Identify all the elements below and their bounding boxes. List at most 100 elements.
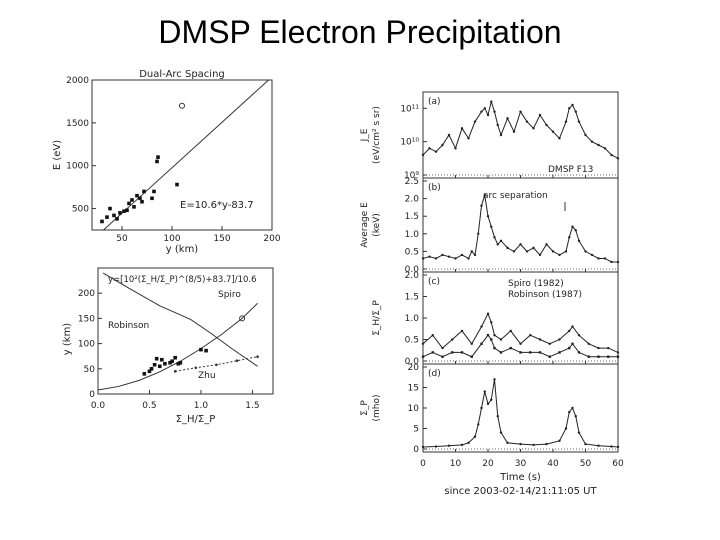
series-point [551,250,555,253]
series-point [568,410,571,414]
series-point [483,390,486,393]
series-point [587,342,590,345]
series-point [551,130,555,133]
series-point [532,443,535,447]
series-point [616,351,620,354]
series-point [467,257,470,260]
y-tick-label: 1.0 [405,230,420,240]
y-tick-label: 2.5 [405,177,419,187]
zhu-point [235,359,239,363]
y-tick-label: 1000 [66,162,89,172]
spacing-ylabel: y (km) [62,323,73,356]
series-point [545,123,548,127]
series-point [499,133,503,137]
series-point [473,253,477,257]
series-point [483,193,486,197]
x-tick-label: 60 [612,459,624,469]
series-point [607,346,610,350]
series-point [493,334,496,337]
series-point [470,250,473,253]
series-point [490,225,493,228]
x-tick-label: 200 [263,234,280,244]
open-point [179,102,185,109]
series-point [590,140,594,143]
time-xlabel: Time (s) [499,472,541,483]
y-tick-label: 1.5 [405,212,419,222]
y-tick-label: 0.0 [405,265,420,275]
data-point [138,196,142,201]
y-tick-label: 2.0 [405,195,420,205]
series-point [434,445,438,448]
series-point [558,439,561,442]
series-point [486,215,490,218]
panel-d: 0 5 10 15 20 Σ_P (mho) (d) [360,363,620,455]
data-point [199,347,203,352]
series-point [558,338,561,341]
data-point [176,361,181,366]
y-tick-label: 10 [408,404,420,414]
series-point [441,355,444,358]
series-point [499,239,503,243]
series-point [564,250,568,253]
series-point [603,147,607,150]
zhu-point [215,363,218,367]
series-point [610,153,613,157]
spiro-curve [97,302,258,391]
series-point [447,444,451,447]
time-reference: since 2003-02-14/21:11:05 UT [444,486,597,497]
data-point [115,217,119,221]
series-point [558,137,561,140]
series-point [431,334,434,337]
series-point [512,250,516,253]
panel-frame [422,363,619,453]
spacing-frame [97,267,274,395]
series-point [603,257,607,260]
dual-arc-title: Dual-Arc Spacing [139,69,225,80]
data-point [125,208,129,213]
y-tick-label: 2000 [66,76,89,86]
data-point [142,189,146,194]
series-point [525,250,529,253]
x-tick-label: 100 [163,234,180,244]
series-point [434,257,438,260]
x-tick-label: 50 [116,234,128,244]
x-tick-label: 150 [213,234,230,244]
series-point [441,346,444,350]
series-line [422,194,618,263]
y-tick-label: 150 [78,314,95,324]
legend-entry: Robinson (1987) [508,290,582,300]
series-point [577,351,581,354]
series-point [470,355,473,358]
data-point [130,198,134,202]
panel-ylabel-units: (keV) [372,213,382,237]
series-point [496,243,499,246]
x-tick-label: 1.0 [194,401,209,411]
series-point [477,232,480,235]
series-point [577,120,581,123]
series-point [509,329,512,333]
y-tick-label: 1500 [66,119,89,129]
series-point [525,120,529,123]
series-point [493,346,496,350]
data-point [108,206,112,211]
x-tick-label: 1.5 [245,401,259,411]
series-point [480,110,483,113]
series-point [538,338,542,341]
series-point [506,117,509,120]
data-point [154,356,159,361]
robinson-label: Robinson [108,321,149,331]
series-point [470,342,473,345]
chart-dual-arc: Dual-Arc Spacing 50 100 150 200 500 1000 1500 20… [52,69,281,255]
series-point [496,415,499,418]
series-point [441,253,444,257]
data-point [157,364,162,369]
y-tick-label: 10¹⁰ [400,138,419,148]
y-tick-label: 0 [413,445,419,455]
series-point [610,445,613,448]
y-tick-label: 15 [408,384,419,394]
series-point [610,260,613,264]
series-point [421,445,425,449]
series-point [519,243,522,246]
panel-ylabel-units: (mho) [372,395,382,422]
series-point [597,346,600,350]
